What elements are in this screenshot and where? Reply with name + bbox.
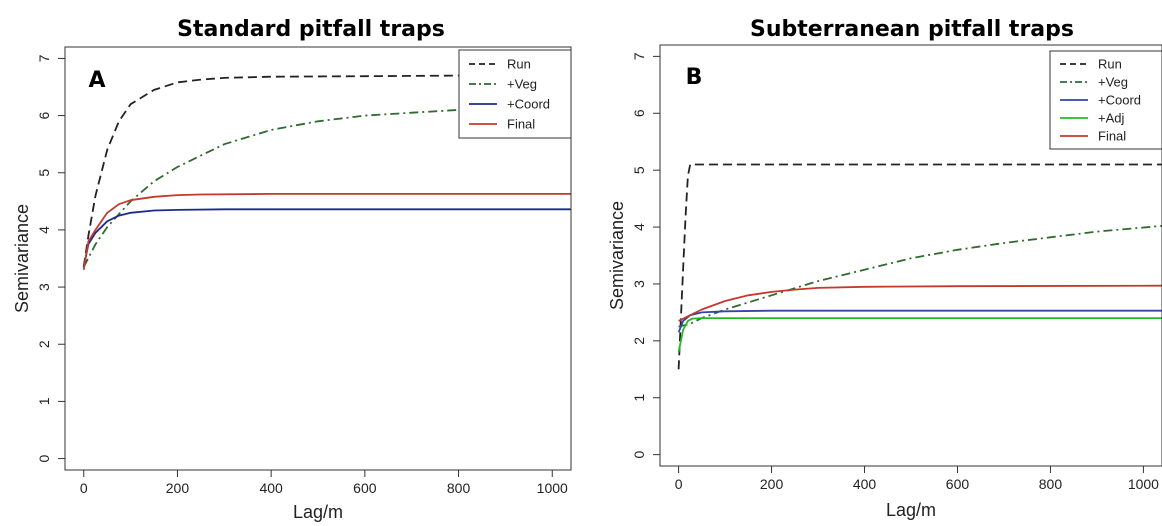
x-tick-label: 800	[447, 480, 471, 496]
y-tick-label: 6	[36, 111, 52, 119]
series-group	[82, 74, 571, 271]
legend-entry: +Coord	[507, 97, 550, 112]
panel-b: Subterranean pitfall traps 0 200 400 600 800 1…	[607, 17, 1162, 520]
legend-entry: Run	[1098, 57, 1122, 72]
x-tick-label: 200	[166, 480, 190, 496]
legend-entry: Run	[507, 57, 531, 72]
y-tick-label: 1	[631, 394, 647, 402]
y-tick-label: 3	[631, 280, 647, 288]
series-group	[677, 163, 1162, 370]
y-tick-label: 1	[36, 397, 52, 405]
legend-entry: +Coord	[1098, 93, 1141, 108]
legend-entry: +Veg	[507, 77, 537, 92]
x-tick-label: 400	[853, 476, 877, 492]
series-line-run	[677, 163, 1162, 370]
y-tick-label: 6	[631, 109, 647, 117]
y-tick-label: 0	[631, 451, 647, 459]
x-tick-label: 400	[259, 480, 283, 496]
plot-frame	[64, 46, 572, 471]
x-tick-label: 200	[760, 476, 784, 492]
plot-frame	[659, 44, 1162, 467]
series-line-final	[82, 192, 571, 271]
y-tick-label: 7	[36, 54, 52, 62]
x-tick-label: 800	[1039, 476, 1063, 492]
panel-a: Standard pitfall traps 0 200 400 600 800 1000 0…	[12, 17, 572, 522]
x-axis-label: Lag/m	[886, 500, 936, 520]
y-tick-label: 4	[631, 223, 647, 231]
panel-letter: A	[88, 68, 105, 93]
series-line-run	[82, 74, 571, 268]
series-line-coord	[82, 208, 571, 268]
x-tick-label: 1000	[1128, 476, 1159, 492]
series-line-final	[678, 284, 1162, 322]
legend-entry: Final	[507, 117, 535, 132]
legend-entry: +Veg	[1098, 75, 1128, 90]
legend-entry: +Adj	[1098, 111, 1124, 126]
legend-entry: Final	[1098, 129, 1126, 144]
x-axis-label: Lag/m	[293, 502, 343, 522]
y-tick-label: 5	[631, 166, 647, 174]
y-tick-label: 3	[36, 283, 52, 291]
y-tick-label: 2	[36, 340, 52, 348]
y-tick-label: 0	[36, 454, 52, 462]
y-tick-label: 7	[631, 52, 647, 60]
x-tick-label: 600	[946, 476, 970, 492]
y-tick-label: 5	[36, 169, 52, 177]
y-tick-label: 2	[631, 337, 647, 345]
series-line-coord	[677, 309, 1162, 333]
chart-title: Subterranean pitfall traps	[750, 17, 1074, 42]
x-tick-label: 1000	[537, 480, 568, 496]
chart-title: Standard pitfall traps	[177, 17, 445, 42]
series-line-adj	[677, 317, 1162, 353]
y-axis-label: Semivariance	[607, 201, 627, 310]
y-axis-label: Semivariance	[12, 204, 32, 313]
y-tick-label: 4	[36, 226, 52, 234]
panel-letter: B	[686, 65, 703, 90]
series-line-veg	[82, 106, 571, 268]
x-tick-label: 0	[675, 476, 683, 492]
x-tick-label: 600	[353, 480, 377, 496]
x-tick-label: 0	[80, 480, 88, 496]
